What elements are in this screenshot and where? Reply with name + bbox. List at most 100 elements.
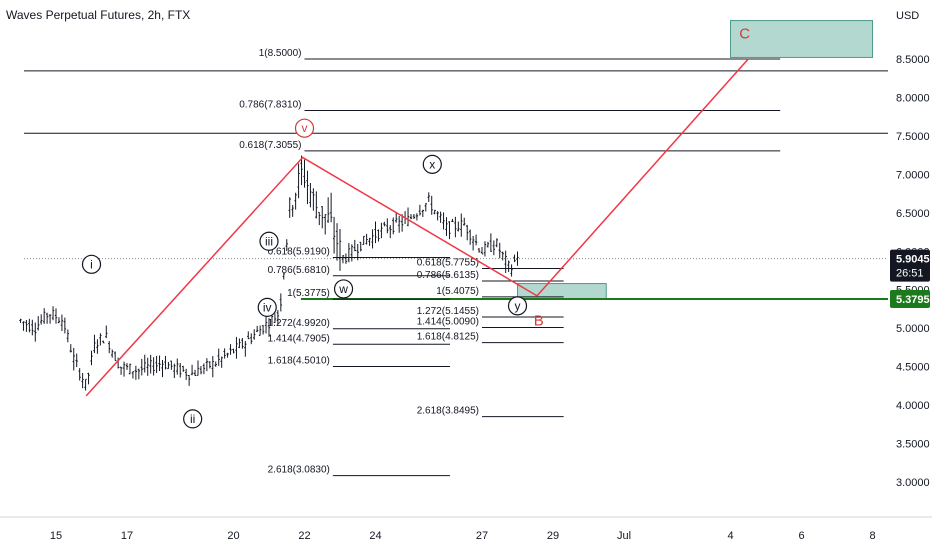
candle — [374, 221, 377, 244]
candle — [57, 317, 61, 324]
wave-label-circle — [183, 409, 203, 429]
price-marker: 5.3795 — [890, 289, 930, 308]
candle — [196, 360, 200, 376]
time-axis-bg — [0, 517, 932, 550]
candle — [418, 204, 422, 216]
candle — [445, 217, 448, 236]
y-tick-label: 7.0000 — [896, 169, 930, 181]
candle — [326, 197, 330, 223]
price-marker-value: 5.9045 — [896, 254, 930, 266]
candle — [392, 217, 395, 235]
candle — [368, 237, 371, 246]
fib-level-label: 1.618(4.8125) — [417, 332, 479, 343]
wave-path-line — [85, 58, 749, 397]
candle — [513, 254, 516, 263]
candle — [72, 347, 75, 371]
x-tick-label: 22 — [298, 530, 310, 542]
wave-label: i — [90, 257, 93, 271]
wave-label-circle — [333, 279, 354, 299]
candle — [205, 358, 209, 372]
chart-title: Waves Perpetual Futures, 2h, FTX — [6, 8, 191, 22]
candle — [247, 331, 250, 340]
y-tick-label: 3.0000 — [896, 477, 930, 489]
candle — [386, 218, 389, 234]
candle — [291, 204, 294, 217]
candle — [415, 213, 419, 221]
candle — [448, 221, 451, 240]
fib-level-label: 0.786(5.6810) — [268, 265, 330, 276]
candle — [451, 218, 454, 222]
price-marker-value: 5.3795 — [896, 294, 930, 306]
candle — [113, 351, 117, 362]
candle — [235, 336, 238, 359]
candle — [193, 369, 197, 377]
candle — [155, 355, 158, 374]
candle — [261, 324, 265, 335]
y-tick-label: 5.0000 — [896, 323, 930, 335]
x-tick-label: 8 — [869, 530, 875, 542]
candle — [395, 211, 398, 223]
candle — [131, 371, 135, 379]
wave-label-circle — [257, 297, 277, 317]
candle — [258, 325, 262, 336]
candle — [22, 321, 25, 331]
candle — [306, 170, 309, 205]
candle — [34, 322, 37, 342]
x-tick-label: 6 — [798, 530, 804, 542]
fib-level-label: 1.272(5.1455) — [417, 306, 479, 317]
candle — [170, 360, 173, 370]
candle — [244, 341, 247, 357]
candle — [285, 239, 288, 252]
candle — [430, 195, 433, 215]
candle — [406, 207, 410, 227]
x-tick-label: 17 — [121, 530, 133, 542]
candle — [69, 344, 72, 353]
wave-label: y — [515, 299, 521, 313]
candle — [409, 214, 413, 220]
candle — [238, 338, 241, 349]
candle — [220, 356, 223, 368]
candle — [226, 352, 229, 358]
candle — [264, 313, 268, 334]
fib-level-label: 0.786(7.8310) — [239, 99, 301, 110]
candle — [28, 318, 31, 333]
wave-label-circle — [259, 231, 279, 251]
candle — [329, 192, 333, 223]
fib-level-label: 2.618(3.8495) — [417, 406, 479, 417]
candle — [483, 241, 487, 257]
candle — [167, 361, 170, 370]
candle — [466, 224, 469, 241]
candle — [51, 306, 55, 321]
fib-level-label: 1.414(4.7905) — [268, 333, 330, 344]
candle — [143, 354, 146, 373]
candle — [276, 310, 280, 325]
candle — [54, 308, 58, 324]
x-tick-label: 29 — [547, 530, 559, 542]
y-tick-label: 3.5000 — [896, 439, 930, 451]
candle — [324, 214, 327, 235]
candle — [297, 163, 300, 199]
candle — [504, 250, 507, 274]
candle — [300, 155, 303, 186]
candle — [63, 317, 67, 334]
candle — [223, 348, 226, 359]
candle — [202, 363, 206, 375]
candle — [119, 366, 123, 375]
wave-label-circle — [507, 296, 528, 316]
wave-label-circle — [294, 118, 315, 138]
fib-level-label: 1(5.3775) — [287, 288, 330, 299]
candle — [190, 364, 194, 376]
fib-level-label: 0.618(5.9190) — [268, 246, 330, 257]
candle — [137, 368, 141, 380]
candle — [253, 329, 256, 340]
candle — [102, 340, 105, 344]
candle — [427, 192, 430, 202]
candle — [273, 313, 277, 323]
price-candles — [19, 155, 519, 391]
candle — [149, 354, 152, 374]
candle — [474, 234, 478, 246]
candle — [489, 233, 493, 252]
target-zone — [730, 20, 873, 58]
